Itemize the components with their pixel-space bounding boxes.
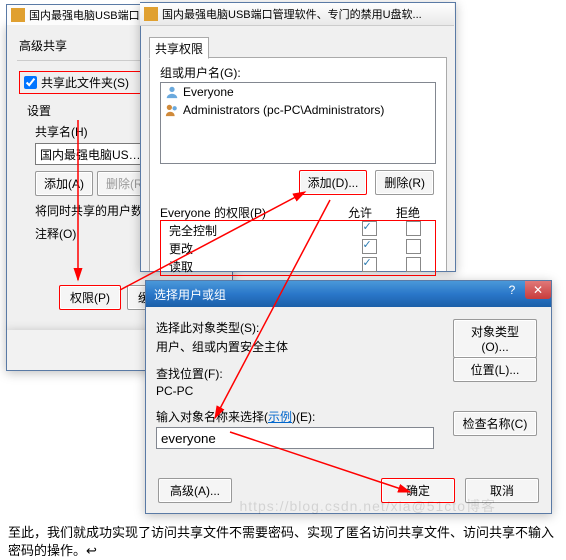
list-item[interactable]: Administrators (pc-PC\Administrators) [161,101,435,119]
name-label-suffix: )(E): [292,410,315,424]
table-row: 更改 [161,239,435,257]
permissions-table: 完全控制 更改 读取 [160,220,436,276]
deny-column-header: 拒绝 [396,204,420,221]
permissions-for-label: Everyone 的权限(P) [160,204,266,221]
group-icon [165,103,179,117]
watermark: https://blog.csdn.net/xia@51cto博客 [239,496,496,516]
folder-icon [11,8,25,22]
list-item[interactable]: Everyone [161,83,435,101]
select-user-titlebar: 选择用户或组 ? ✕ [146,281,551,307]
deny-checkbox[interactable] [406,257,421,272]
allow-checkbox[interactable] [362,239,377,254]
location-value: PC-PC [156,382,541,404]
perm-name: 更改 [161,240,347,257]
tab-body: 组或用户名(G): Everyone Administrators (pc-PC… [149,57,447,271]
perm-name: 读取 [161,258,347,275]
share-folder-checkbox[interactable] [24,76,37,89]
object-type-button[interactable]: 对象类型(O)... [453,319,537,358]
list-item-label: Everyone [183,85,234,99]
group-users-label: 组或用户名(G): [160,64,241,81]
perm-name: 完全控制 [161,222,347,239]
remove-user-button[interactable]: 删除(R) [375,170,434,195]
add-user-button[interactable]: 添加(D)... [299,170,368,195]
add-share-button[interactable]: 添加(A) [35,171,93,196]
list-item-label: Administrators (pc-PC\Administrators) [183,103,384,117]
permissions-button[interactable]: 权限(P) [59,285,121,310]
select-user-title: 选择用户或组 [154,286,226,303]
tab-share-permissions[interactable]: 共享权限 [149,37,209,59]
share-folder-label: 共享此文件夹(S) [41,74,129,91]
allow-column-header: 允许 [348,204,372,221]
share-name-value: 国内最强电脑USB端口 [36,144,151,164]
close-icon[interactable]: ✕ [525,281,551,299]
user-icon [165,85,179,99]
deny-checkbox[interactable] [406,221,421,236]
allow-checkbox[interactable] [362,221,377,236]
share-perm-titlebar: 国内最强电脑USB端口管理软件、专门的禁用U盘软... [140,3,454,26]
allow-checkbox[interactable] [362,257,377,272]
name-label-prefix: 输入对象名称来选择( [156,410,268,424]
share-permissions-dialog: 国内最强电脑USB端口管理软件、专门的禁用U盘软... 共享权限 组或用户名(G… [140,2,456,272]
check-names-button[interactable]: 检查名称(C) [453,411,537,436]
help-icon[interactable]: ? [499,281,525,299]
share-perm-title: 国内最强电脑USB端口管理软件、专门的禁用U盘软... [162,6,454,22]
folder-icon [144,7,158,21]
table-row: 读取 [161,257,435,275]
location-button[interactable]: 位置(L)... [453,357,537,382]
example-link[interactable]: 示例 [268,410,292,424]
select-user-group-dialog: 选择用户或组 ? ✕ 选择此对象类型(S): 用户、组或内置安全主体 对象类型(… [145,280,552,514]
deny-checkbox[interactable] [406,239,421,254]
users-listbox[interactable]: Everyone Administrators (pc-PC\Administr… [160,82,436,164]
object-name-input[interactable] [156,427,434,449]
advanced-button[interactable]: 高级(A)... [158,478,232,503]
table-row: 完全控制 [161,221,435,239]
footer-text: 至此，我们就成功实现了访问共享文件不需要密码、实现了匿名访问共享文件、访问共享不… [8,524,558,560]
